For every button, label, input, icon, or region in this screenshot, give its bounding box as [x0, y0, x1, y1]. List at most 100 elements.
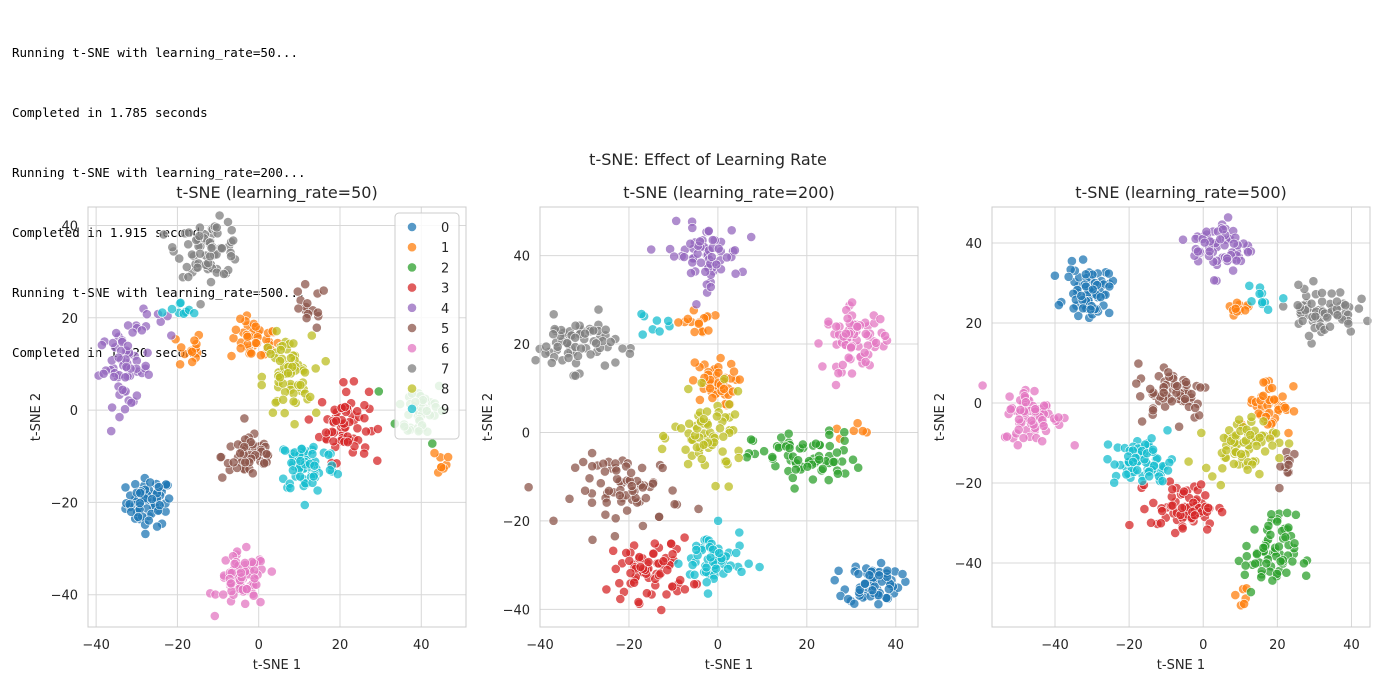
legend-label-5: 5	[441, 322, 449, 337]
scatter-point-class-3	[629, 577, 639, 588]
scatter-point-class-7	[563, 352, 574, 363]
scatter-point-class-7	[570, 370, 581, 381]
scatter-point-class-7	[1304, 330, 1314, 341]
scatter-point-class-4	[123, 320, 134, 331]
scatter-point-class-1	[189, 335, 200, 346]
scatter-point-class-2	[767, 452, 778, 462]
scatter-point-class-8	[1221, 445, 1232, 456]
scatter-point-class-7	[183, 272, 194, 282]
scatter-point-class-6	[1018, 433, 1029, 443]
scatter-point-class-4	[106, 426, 117, 436]
scatter-point-class-5	[667, 485, 678, 496]
scatter-point-class-3	[372, 455, 383, 466]
scatter-point-class-8	[1215, 480, 1226, 490]
x-tick-label: −40	[82, 638, 109, 653]
scatter-point-class-5	[595, 478, 606, 489]
scatter-point-class-8	[295, 380, 306, 390]
scatter-point-class-0	[1063, 271, 1074, 282]
scatter-point-class-7	[1306, 298, 1317, 309]
scatter-point-class-6	[817, 361, 828, 372]
scatter-point-class-5	[600, 466, 610, 477]
scatter-point-class-5	[1180, 394, 1190, 404]
scatter-point-class-7	[588, 325, 599, 336]
scatter-point-class-7	[1332, 296, 1342, 307]
scatter-point-class-8	[256, 371, 267, 382]
scatter-point-class-7	[174, 253, 185, 264]
scatter-point-class-3	[1203, 502, 1214, 513]
scatter-point-class-4	[646, 244, 657, 255]
x-tick-label: −40	[526, 638, 553, 653]
scatter-point-class-9	[167, 304, 177, 314]
scatter-point-class-2	[1256, 572, 1267, 583]
scatter-point-class-8	[305, 391, 316, 402]
scatter-point-class-6	[1037, 436, 1048, 447]
scatter-point-class-6	[846, 342, 856, 353]
scatter-point-class-1	[235, 313, 246, 324]
scatter-point-class-9	[285, 483, 296, 493]
scatter-point-class-9	[701, 577, 712, 588]
scatter-point-class-3	[340, 402, 350, 412]
scatter-point-class-5	[1283, 459, 1294, 470]
scatter-point-class-1	[713, 367, 724, 378]
scatter-point-class-8	[676, 423, 686, 434]
scatter-point-class-2	[798, 439, 808, 450]
scatter-point-class-7	[226, 251, 236, 262]
scatter-point-class-0	[1078, 254, 1088, 265]
scatter-point-class-5	[1275, 461, 1286, 472]
scatter-point-class-2	[817, 463, 828, 474]
scatter-point-class-0	[135, 487, 146, 498]
scatter-point-class-9	[734, 527, 745, 538]
scatter-point-class-8	[300, 367, 310, 378]
scatter-point-class-9	[691, 544, 702, 555]
axes-frame	[539, 206, 919, 628]
scatter-point-class-7	[183, 227, 194, 238]
scatter-point-class-7	[1340, 300, 1351, 311]
scatter-point-class-6	[1020, 397, 1031, 408]
scatter-point-class-2	[742, 452, 752, 463]
scatter-point-class-1	[689, 357, 700, 368]
scatter-point-class-2	[824, 441, 835, 451]
scatter-point-class-4	[1243, 247, 1253, 257]
x-tick-label: 20	[1269, 638, 1286, 653]
scatter-point-class-2	[814, 454, 825, 465]
scatter-point-class-4	[713, 243, 724, 254]
scatter-point-class-5	[587, 534, 598, 545]
scatter-point-class-8	[1183, 456, 1194, 467]
scatter-point-class-1	[226, 351, 237, 361]
scatter-point-class-1	[857, 426, 868, 436]
scatter-point-class-1	[1269, 394, 1280, 405]
scatter-point-class-4	[120, 372, 131, 383]
scatter-point-class-3	[643, 557, 654, 567]
legend-marker-6	[407, 343, 417, 354]
y-tick-label: 20	[61, 312, 78, 327]
y-tick-label: 0	[974, 397, 982, 412]
scatter-point-class-3	[1156, 518, 1166, 529]
scatter-point-class-6	[1014, 414, 1024, 425]
scatter-point-class-5	[1166, 396, 1177, 407]
scatter-point-class-2	[1272, 516, 1283, 527]
legend-marker-1	[407, 242, 417, 253]
scatter-point-class-6	[1004, 391, 1015, 402]
panel-title: t-SNE (learning_rate=500)	[1075, 183, 1287, 203]
scatter-point-class-0	[897, 569, 908, 579]
scatter-point-class-5	[1274, 483, 1285, 493]
scatter-point-class-6	[837, 359, 848, 370]
scatter-point-class-2	[848, 454, 858, 465]
y-tick-label: 20	[513, 338, 530, 353]
scatter-point-class-0	[1053, 300, 1064, 310]
scatter-point-class-1	[688, 375, 699, 386]
scatter-point-class-4	[730, 268, 741, 279]
scatter-point-class-4	[695, 236, 705, 247]
scatter-point-class-8	[265, 348, 276, 359]
scatter-point-class-2	[1301, 570, 1312, 581]
scatter-point-class-5	[1158, 387, 1169, 398]
figure-suptitle: t-SNE: Effect of Learning Rate	[589, 150, 827, 169]
scatter-point-class-4	[140, 360, 151, 371]
scatter-point-class-3	[608, 545, 619, 556]
scatter-point-class-6	[236, 567, 246, 578]
scatter-point-class-7	[158, 229, 169, 240]
scatter-point-class-2	[1263, 520, 1274, 531]
scatter-point-class-0	[1068, 303, 1079, 314]
scatter-point-class-8	[256, 380, 267, 390]
